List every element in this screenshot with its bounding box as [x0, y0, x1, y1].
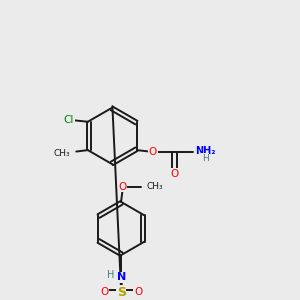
Text: H: H [202, 154, 208, 163]
Text: S: S [117, 286, 126, 299]
Text: H: H [107, 270, 115, 280]
Text: O: O [149, 147, 157, 158]
Text: Cl: Cl [64, 115, 74, 125]
Text: O: O [100, 287, 109, 298]
Text: N: N [117, 272, 127, 282]
Text: CH₃: CH₃ [146, 182, 163, 191]
Text: O: O [118, 182, 127, 192]
Text: NH₂: NH₂ [195, 146, 215, 156]
Text: CH₃: CH₃ [54, 148, 70, 158]
Text: O: O [170, 169, 179, 178]
Text: O: O [134, 287, 142, 298]
